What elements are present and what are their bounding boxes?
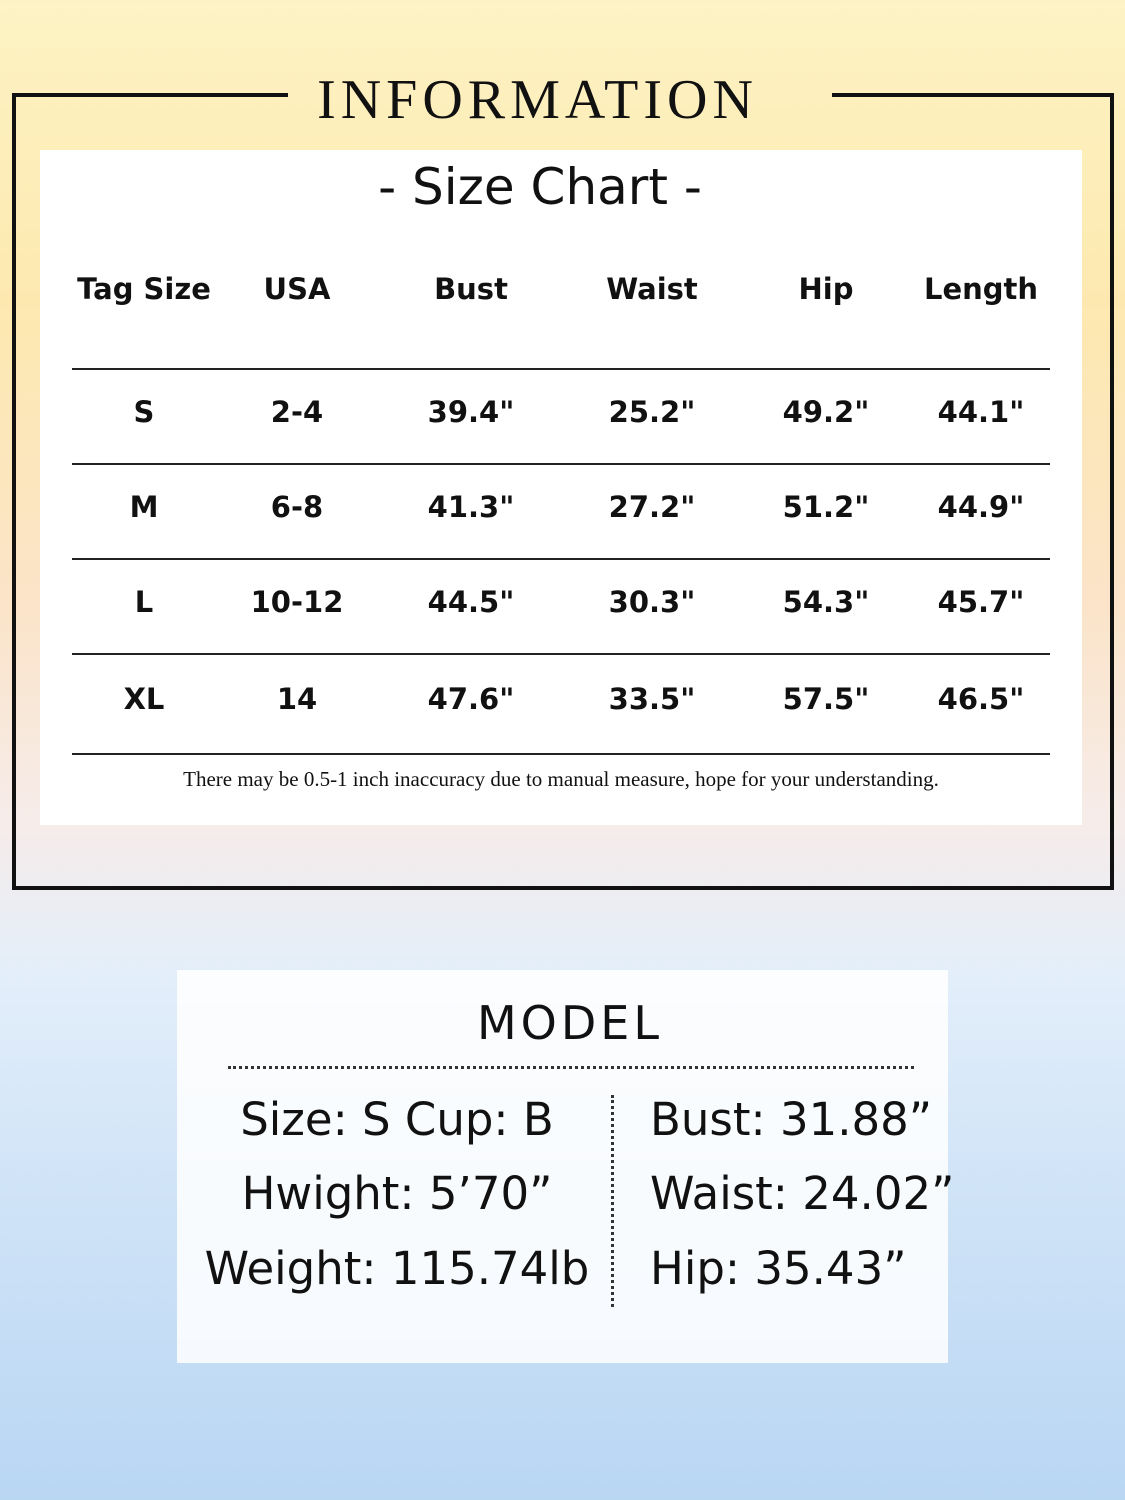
- measurement-note: There may be 0.5-1 inch inaccuracy due t…: [183, 767, 939, 791]
- table-cell: 6-8: [270, 490, 324, 524]
- row-divider: [72, 558, 1050, 560]
- dotted-divider: [228, 1066, 914, 1069]
- model-size: Size: S Cup: B: [240, 1093, 554, 1146]
- table-cell: 25.2": [608, 395, 696, 429]
- table-cell: 45.7": [937, 585, 1025, 619]
- model-panel: [177, 970, 948, 1363]
- table-cell: 41.3": [427, 490, 515, 524]
- model-title: MODEL: [476, 996, 663, 1050]
- table-cell: 14: [276, 682, 318, 716]
- size-chart-panel: [40, 150, 1082, 825]
- row-divider: [72, 368, 1050, 370]
- table-cell: L: [134, 585, 154, 619]
- column-header: Hip: [798, 272, 854, 306]
- column-header: Tag Size: [77, 272, 211, 306]
- table-cell: 44.5": [427, 585, 515, 619]
- title-gap: [288, 86, 832, 100]
- table-cell: 47.6": [427, 682, 515, 716]
- model-hip: Hip: 35.43”: [650, 1242, 907, 1295]
- table-cell: XL: [123, 682, 165, 716]
- table-cell: 33.5": [608, 682, 696, 716]
- model-bust: Bust: 31.88”: [650, 1093, 933, 1146]
- table-cell: 30.3": [608, 585, 696, 619]
- table-cell: 39.4": [427, 395, 515, 429]
- column-header: USA: [263, 272, 331, 306]
- column-header: Bust: [434, 272, 508, 306]
- dotted-vertical-divider: [611, 1095, 614, 1307]
- table-cell: 27.2": [608, 490, 696, 524]
- table-cell: 44.9": [937, 490, 1025, 524]
- table-cell: S: [133, 395, 155, 429]
- model-weight: Weight: 115.74lb: [204, 1242, 590, 1295]
- model-height: Hwight: 5’70”: [241, 1167, 553, 1220]
- row-divider: [72, 753, 1050, 755]
- model-waist: Waist: 24.02”: [650, 1167, 955, 1220]
- column-header: Length: [923, 272, 1039, 306]
- column-header: Waist: [606, 272, 698, 306]
- size-chart-title: - Size Chart -: [378, 158, 702, 216]
- row-divider: [72, 653, 1050, 655]
- table-cell: M: [129, 490, 159, 524]
- table-cell: 10-12: [250, 585, 344, 619]
- table-cell: 49.2": [782, 395, 870, 429]
- row-divider: [72, 463, 1050, 465]
- table-cell: 44.1": [937, 395, 1025, 429]
- table-cell: 54.3": [782, 585, 870, 619]
- table-cell: 46.5": [937, 682, 1025, 716]
- table-cell: 51.2": [782, 490, 870, 524]
- information-title: INFORMATION: [317, 69, 758, 131]
- table-cell: 57.5": [782, 682, 870, 716]
- table-cell: 2-4: [270, 395, 324, 429]
